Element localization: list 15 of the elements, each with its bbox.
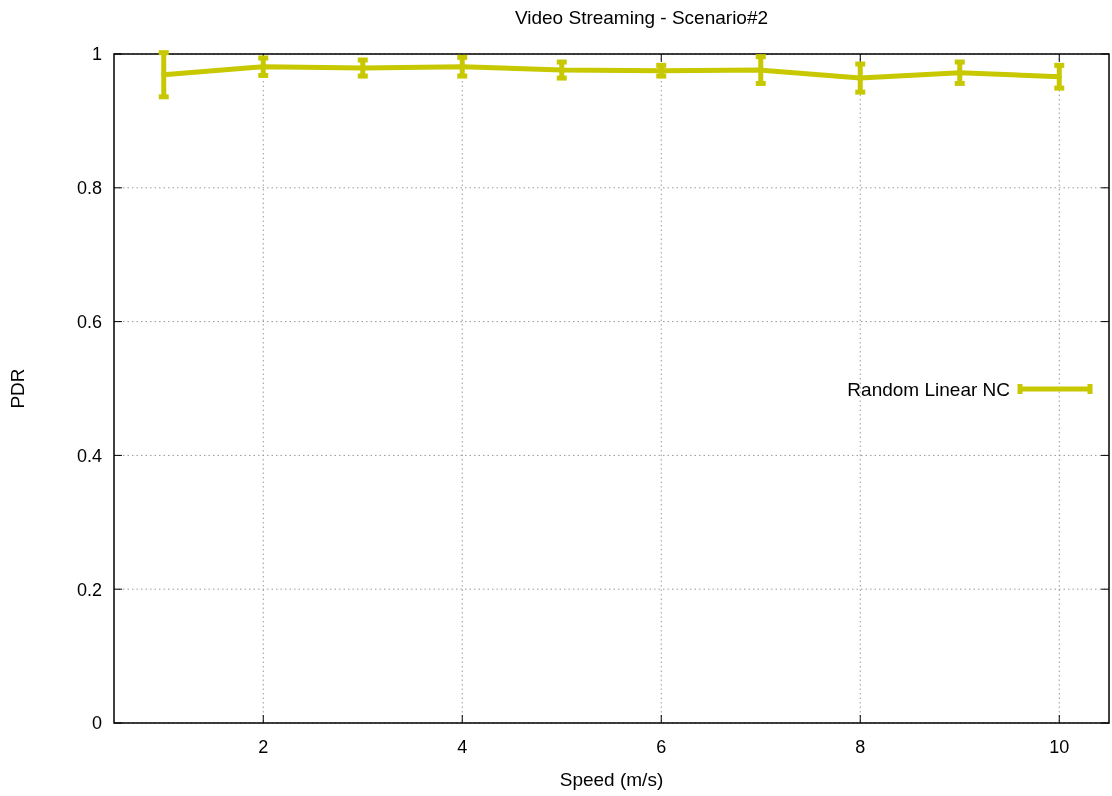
y-tick-label: 0.2 bbox=[76, 579, 102, 600]
x-tick-label: 10 bbox=[1049, 737, 1070, 757]
y-tick-label: 0.6 bbox=[76, 311, 102, 332]
y-tick-label: 0 bbox=[91, 713, 102, 734]
x-tick-label: 4 bbox=[457, 737, 468, 757]
y-tick-label: 0.8 bbox=[76, 178, 102, 199]
x-tick-label: 8 bbox=[855, 737, 866, 757]
legend-label: Random Linear NC bbox=[847, 378, 1010, 400]
y-tick-label: 1 bbox=[91, 44, 102, 65]
y-axis-title: PDR bbox=[7, 368, 28, 409]
x-tick-label: 6 bbox=[656, 737, 667, 757]
chart-title: Video Streaming - Scenario#2 bbox=[514, 7, 769, 28]
y-tick-label: 0.4 bbox=[76, 445, 102, 466]
x-axis-title: Speed (m/s) bbox=[559, 769, 664, 790]
x-tick-label: 2 bbox=[258, 737, 269, 757]
